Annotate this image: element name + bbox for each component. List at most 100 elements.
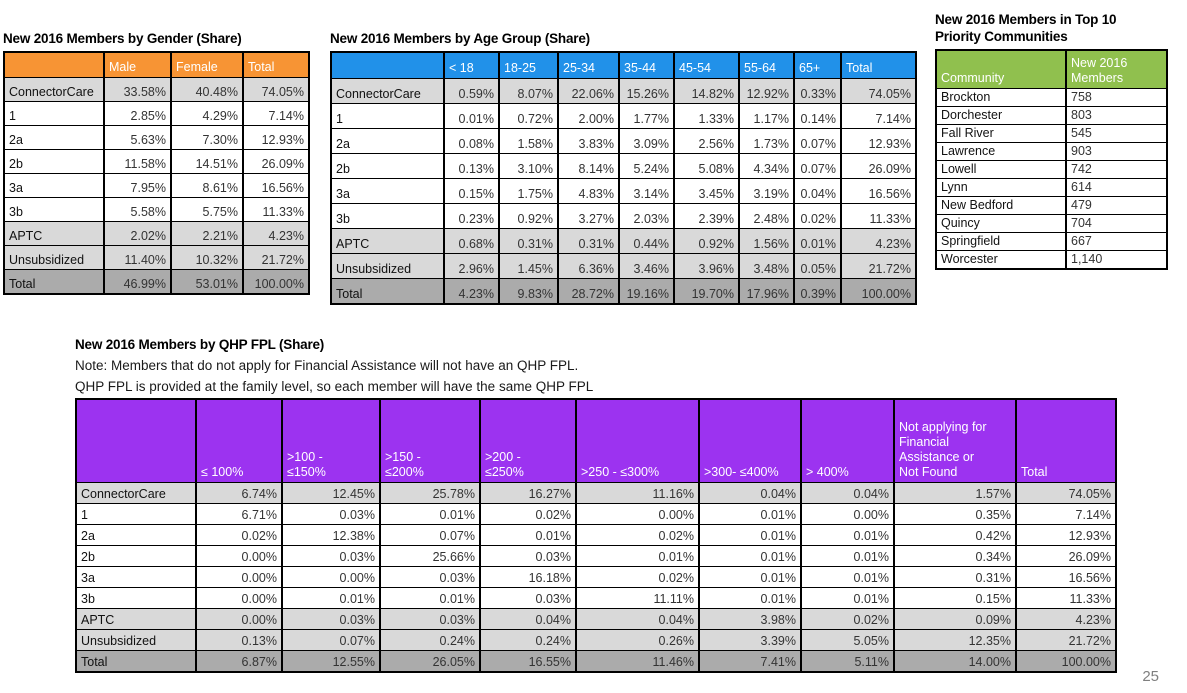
- data-cell: 12.55%: [281, 650, 381, 673]
- data-cell: 479: [1065, 196, 1168, 215]
- data-cell: 3.14%: [618, 178, 675, 204]
- column-header: Female: [170, 51, 244, 78]
- table-row: Brockton 758: [935, 88, 1168, 107]
- column-header: Not applying for Financial Assistance or…: [893, 398, 1017, 483]
- data-cell: 14.51%: [170, 149, 244, 174]
- column-header: >300- ≤400%: [698, 398, 802, 483]
- data-cell: 16.56%: [840, 178, 917, 204]
- data-cell: 100.00%: [1015, 650, 1117, 673]
- data-cell: 4.23%: [242, 221, 310, 246]
- data-cell: 0.01%: [698, 587, 802, 609]
- data-cell: 0.01%: [379, 503, 481, 525]
- table-row: 3b 0.23% 0.92% 3.27% 2.03% 2.39% 2.48% 0.02% 11.…: [330, 203, 917, 229]
- table-row: ConnectorCare 6.74% 12.45% 25.78% 16.27% 11.1…: [75, 482, 1117, 504]
- data-cell: 0.01%: [479, 524, 577, 546]
- row-label: Unsubsidized: [75, 629, 197, 651]
- row-label: Total: [3, 269, 105, 295]
- data-cell: 16.56%: [242, 173, 310, 198]
- row-label: APTC: [3, 221, 105, 246]
- data-cell: 40.48%: [170, 77, 244, 102]
- data-cell: 0.44%: [618, 228, 675, 254]
- data-cell: 21.72%: [242, 245, 310, 270]
- row-label: Dorchester: [935, 106, 1067, 125]
- table-row: Fall River 545: [935, 124, 1168, 143]
- age-table-section: New 2016 Members by Age Group (Share) < …: [330, 30, 920, 305]
- data-cell: 7.30%: [170, 125, 244, 150]
- row-label: Worcester: [935, 250, 1067, 270]
- data-cell: 0.26%: [575, 629, 700, 651]
- data-cell: 3.48%: [738, 253, 795, 279]
- data-cell: 0.01%: [443, 103, 500, 129]
- data-cell: 0.33%: [793, 78, 842, 104]
- qhp-fpl-table-section: New 2016 Members by QHP FPL (Share) Note…: [75, 336, 1120, 673]
- data-cell: 11.11%: [575, 587, 700, 609]
- data-cell: 33.58%: [103, 77, 172, 102]
- data-cell: 4.34%: [738, 153, 795, 179]
- table-row: 2a 0.08% 1.58% 3.83% 3.09% 2.56% 1.73% 0.07% 12.…: [330, 128, 917, 154]
- row-label: 2a: [75, 524, 197, 546]
- data-cell: 15.26%: [618, 78, 675, 104]
- data-cell: 74.05%: [1015, 482, 1117, 504]
- data-cell: 53.01%: [170, 269, 244, 295]
- data-cell: 25.78%: [379, 482, 481, 504]
- table-row: Quincy 704: [935, 214, 1168, 233]
- row-label: 3a: [330, 178, 445, 204]
- table-row: 1 2.85% 4.29% 7.14%: [3, 101, 310, 126]
- data-cell: 0.03%: [479, 587, 577, 609]
- data-cell: 0.03%: [479, 545, 577, 567]
- data-cell: 1.58%: [498, 128, 559, 154]
- data-cell: 12.45%: [281, 482, 381, 504]
- column-header: Total: [1015, 398, 1117, 483]
- column-header: 25-34: [557, 51, 620, 79]
- data-cell: 12.38%: [281, 524, 381, 546]
- age-group-table: < 18 18-25 25-34 35-44 45-54 55-64 65+ Total Con…: [330, 51, 917, 305]
- data-cell: 3.46%: [618, 253, 675, 279]
- data-cell: 6.36%: [557, 253, 620, 279]
- data-cell: 74.05%: [242, 77, 310, 102]
- data-cell: 5.24%: [618, 153, 675, 179]
- data-cell: 0.31%: [557, 228, 620, 254]
- data-cell: 0.04%: [698, 482, 802, 504]
- age-table-title: New 2016 Members by Age Group (Share): [330, 31, 590, 46]
- data-cell: 0.04%: [793, 178, 842, 204]
- data-cell: 0.00%: [281, 566, 381, 588]
- data-cell: 1.33%: [673, 103, 740, 129]
- data-cell: 1.17%: [738, 103, 795, 129]
- data-cell: 1.45%: [498, 253, 559, 279]
- row-label: Lynn: [935, 178, 1067, 197]
- data-cell: 0.00%: [195, 545, 283, 567]
- data-cell: 11.16%: [575, 482, 700, 504]
- gender-table-section: New 2016 Members by Gender (Share) Male F…: [3, 30, 313, 295]
- row-label: Quincy: [935, 214, 1067, 233]
- communities-table-title-line2: Priority Communities: [935, 29, 1068, 44]
- column-header: < 18: [443, 51, 500, 79]
- data-cell: 0.01%: [793, 228, 842, 254]
- table-row: Dorchester 803: [935, 106, 1168, 125]
- qhp-fpl-table-title: New 2016 Members by QHP FPL (Share): [75, 337, 325, 352]
- data-cell: 14.00%: [893, 650, 1017, 673]
- row-label: 3a: [3, 173, 105, 198]
- data-cell: 5.58%: [103, 197, 172, 222]
- row-label: 3b: [75, 587, 197, 609]
- data-cell: 0.34%: [893, 545, 1017, 567]
- data-cell: 0.13%: [443, 153, 500, 179]
- data-cell: 12.93%: [242, 125, 310, 150]
- table-row: APTC 0.00% 0.03% 0.03% 0.04% 0.04% 3.98% 0.02% 0…: [75, 608, 1117, 630]
- data-cell: 14.82%: [673, 78, 740, 104]
- table-row: Lynn 614: [935, 178, 1168, 197]
- table-row: Springfield 667: [935, 232, 1168, 251]
- data-cell: 0.00%: [195, 587, 283, 609]
- row-label: 3b: [330, 203, 445, 229]
- row-label: 2a: [3, 125, 105, 150]
- data-cell: 0.04%: [800, 482, 895, 504]
- row-label: Total: [75, 650, 197, 673]
- data-cell: 704: [1065, 214, 1168, 233]
- data-cell: 0.00%: [575, 503, 700, 525]
- data-cell: 0.01%: [698, 566, 802, 588]
- data-cell: 16.55%: [479, 650, 577, 673]
- data-cell: 11.33%: [242, 197, 310, 222]
- data-cell: 8.14%: [557, 153, 620, 179]
- data-cell: 2.39%: [673, 203, 740, 229]
- gender-table: Male Female Total ConnectorCare 33.58% 40.48%…: [3, 51, 310, 295]
- data-cell: 0.92%: [498, 203, 559, 229]
